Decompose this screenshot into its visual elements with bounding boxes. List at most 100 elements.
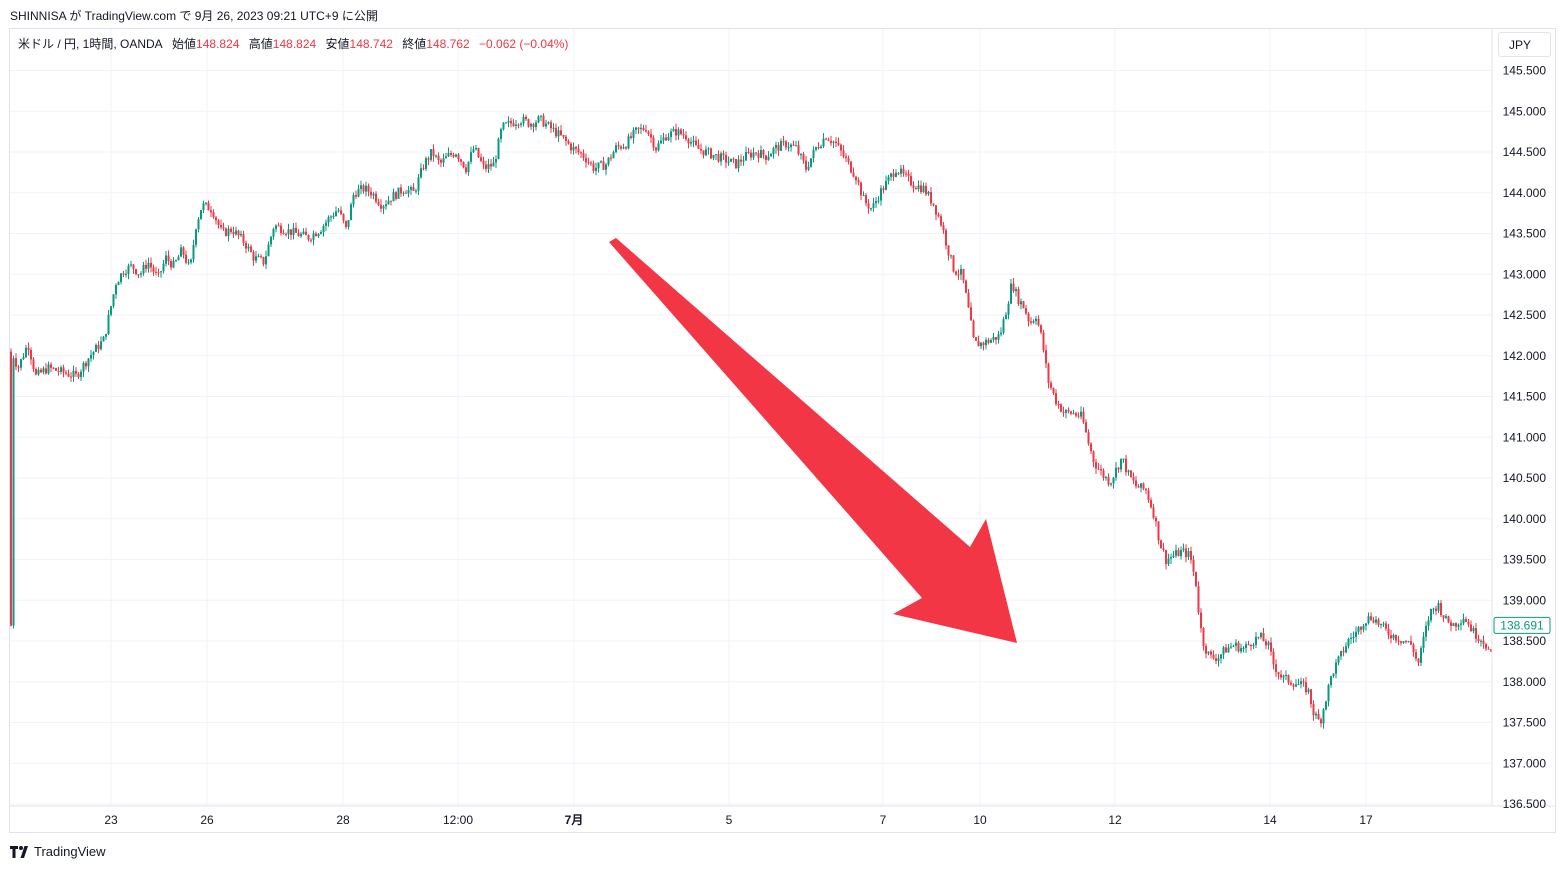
candle-body [920, 185, 922, 193]
candle-body [32, 359, 35, 369]
candle-down [1370, 612, 1372, 622]
candle-up [350, 202, 352, 221]
candle-body [362, 185, 365, 192]
candle-body [1085, 422, 1087, 433]
candle-up [415, 188, 417, 194]
candle-down [1400, 641, 1402, 646]
candle-down [217, 219, 220, 229]
candle-down [440, 158, 442, 168]
candle-body [867, 203, 870, 209]
candle-down [717, 150, 720, 163]
candle-up [787, 142, 790, 152]
candle-body [1122, 458, 1125, 460]
candle-down [957, 269, 960, 281]
candle-body [372, 193, 375, 196]
candle-up [445, 152, 447, 159]
price-tick-label: 138.500 [1503, 634, 1547, 648]
candle-body [282, 233, 285, 235]
candle-body [455, 154, 457, 157]
candle-body [1102, 470, 1105, 478]
candle-up [455, 153, 457, 158]
candle-body [467, 161, 470, 173]
candle-up [727, 156, 730, 166]
candle-body [775, 144, 777, 149]
candle-body [1217, 658, 1220, 661]
candle-down [577, 144, 580, 155]
candle-body [930, 191, 932, 204]
symbol-label[interactable]: 米ドル / 円, 1時間, OANDA [18, 37, 163, 51]
candle-up [1307, 687, 1310, 695]
candle-down [340, 206, 342, 216]
candle-up [1375, 616, 1377, 625]
candle-body [710, 148, 712, 159]
candle-up [147, 257, 150, 273]
candle-up [327, 215, 330, 227]
candle-body [730, 158, 732, 162]
candle-down [942, 221, 945, 234]
candle-down [1412, 642, 1415, 657]
candle-down [747, 147, 750, 154]
tradingview-footer[interactable]: TradingView [10, 844, 106, 859]
candle-up [1015, 286, 1017, 297]
candle-up [635, 126, 637, 134]
candle-body [102, 336, 105, 342]
candle-body [477, 147, 480, 158]
candle-up [160, 270, 162, 278]
candle-body [215, 217, 217, 221]
candle-up [1232, 644, 1235, 648]
candle-body [1002, 319, 1005, 333]
candle-down [797, 140, 800, 156]
candle-body [885, 180, 887, 190]
candle-body [662, 137, 665, 141]
candle-down [1280, 670, 1282, 680]
candle-body [1030, 321, 1032, 323]
candle-body [862, 195, 865, 197]
candle-up [1002, 316, 1005, 335]
candle-body [312, 233, 315, 240]
candle-down [865, 193, 867, 207]
candle-body [1262, 633, 1265, 642]
candle-body [1255, 636, 1257, 645]
candle-down [1095, 458, 1097, 474]
candle-body [1045, 350, 1047, 364]
candle-up [1182, 543, 1185, 553]
candle-up [1297, 678, 1300, 686]
candle-down [1162, 542, 1165, 552]
price-tick-label: 141.000 [1503, 430, 1547, 444]
candle-down [972, 319, 975, 339]
candle-body [937, 214, 940, 217]
candle-down [930, 187, 932, 206]
candle-body [942, 225, 945, 231]
candle-body [972, 320, 975, 338]
candle-body [1407, 641, 1410, 643]
candle-body [612, 152, 615, 159]
change-value: −0.062 (−0.04%) [479, 37, 569, 51]
candle-body [1062, 411, 1065, 413]
candle-down [432, 144, 435, 162]
candle-body [617, 145, 620, 147]
candle-body [815, 147, 817, 150]
candle-body [502, 122, 505, 130]
candle-up [192, 239, 195, 263]
candle-body [562, 134, 565, 137]
candle-up [812, 146, 815, 163]
candle-down [1030, 317, 1032, 325]
candle-up [425, 156, 427, 172]
candle-down [362, 183, 365, 194]
candle-down [642, 124, 645, 132]
candle-up [175, 259, 177, 262]
candle-down [305, 227, 307, 236]
candle-body [110, 306, 112, 315]
candle-body [1137, 486, 1140, 488]
candle-body [1162, 548, 1165, 551]
candle-down [1027, 312, 1030, 327]
candle-up [25, 345, 27, 359]
currency-button[interactable]: JPY [1498, 32, 1551, 57]
candle-body [865, 195, 867, 204]
candle-body [425, 158, 427, 169]
candle-up [1402, 641, 1405, 644]
candle-body [1447, 616, 1450, 623]
candle-body [887, 176, 890, 181]
candle-body [790, 144, 792, 148]
